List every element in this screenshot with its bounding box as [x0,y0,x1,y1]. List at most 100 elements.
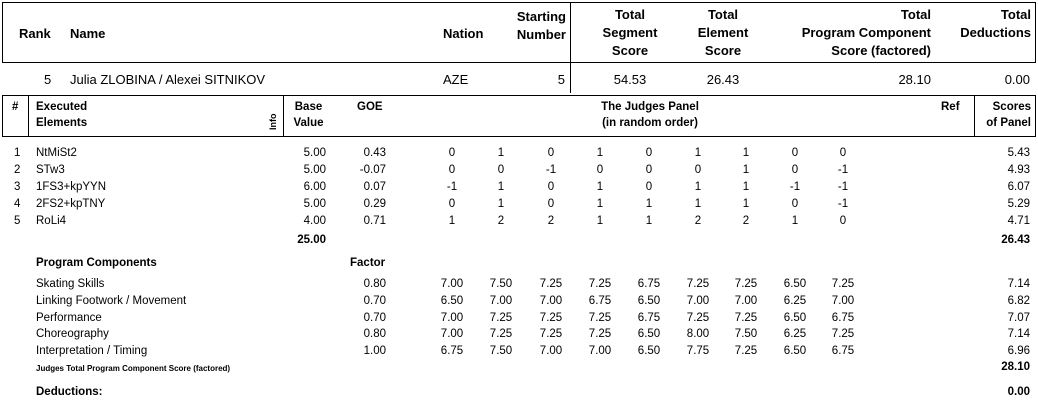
component-panel-score: 6.96 [1007,345,1030,357]
judge-component-score: 7.25 [734,345,758,357]
judge-score: 1 [694,198,702,210]
judge-score: 0 [448,164,456,176]
judge-component-score: 7.25 [734,312,758,324]
judge-component-score: 7.25 [831,278,855,290]
judge-score: 2 [742,215,750,227]
judge-score: 1 [497,181,505,193]
element-number: 4 [14,198,21,210]
starting-number-value: 5 [557,72,565,87]
rank-header: Rank [19,26,51,41]
judge-component-score: 6.50 [637,345,661,357]
judge-score: -1 [837,164,849,176]
component-factor: 0.80 [363,278,386,290]
judge-component-score: 6.50 [783,345,807,357]
base-value-total: 25.00 [297,234,326,246]
judge-score: -1 [837,198,849,210]
program-components-label: Program Components [36,257,157,269]
element-goe: -0.07 [359,164,386,176]
elements-header: Executed Elements [36,101,88,129]
judge-component-score: 6.50 [783,278,807,290]
judge-component-score: 7.25 [588,278,612,290]
deductions-label: Deductions: [36,386,103,398]
judge-score: 2 [694,215,702,227]
nation-value: AZE [443,72,469,87]
element-name: NtMiSt2 [36,147,77,159]
judges-panel-header: The Judges Panel (in random order) [601,101,699,129]
judge-component-score: 6.25 [783,328,807,340]
pcs-header: Total Program Component Score (factored) [801,7,931,58]
judge-component-score: 7.25 [489,312,513,324]
judge-score: 1 [596,215,604,227]
judge-score: 1 [645,198,653,210]
component-factor: 0.70 [363,312,386,324]
judge-score: 0 [839,147,847,159]
judge-component-score: 7.25 [686,278,710,290]
judge-component-score: 7.25 [539,328,563,340]
judge-component-score: 7.00 [440,328,464,340]
element-number: 1 [14,147,21,159]
judge-score: 2 [497,215,505,227]
judge-component-score: 6.50 [783,312,807,324]
judge-component-score: 7.25 [489,328,513,340]
ded-header: Total Deductions [960,7,1031,40]
judge-score: 2 [547,215,555,227]
tes-value: 26.43 [706,72,740,87]
ref-header: Ref [941,101,960,113]
judge-component-score: 7.25 [686,312,710,324]
element-name: RoLi4 [36,215,67,227]
judge-score: 1 [596,198,604,210]
element-name: STw3 [36,164,65,176]
judge-score: 1 [742,198,750,210]
judge-component-score: 7.00 [734,295,758,307]
factor-label: Factor [350,257,386,269]
judge-score: 1 [742,147,750,159]
info-header: Info [268,113,278,131]
judge-component-score: 8.00 [686,328,710,340]
judge-component-score: 7.25 [539,278,563,290]
judge-score: -1 [446,181,458,193]
judge-component-score: 7.50 [489,345,513,357]
judge-score: 1 [694,147,702,159]
base-value-header: Base Value [293,101,324,129]
judge-score: 1 [645,215,653,227]
tes-header: Total Element Score [697,7,749,58]
element-base-value: 6.00 [303,181,326,193]
pcs-total-label: Judges Total Program Component Score (fa… [36,364,231,373]
ded-value: 0.00 [1004,72,1030,87]
elements-score-total: 26.43 [1001,234,1030,246]
component-panel-score: 6.82 [1007,295,1030,307]
judge-component-score: 6.50 [637,328,661,340]
rank-value: 5 [44,72,52,87]
name-header: Name [70,26,106,41]
scores-header: Scores of Panel [986,101,1031,129]
num-header: # [12,101,19,113]
judge-score: 0 [694,164,702,176]
judge-score: 0 [645,181,653,193]
judge-score: 0 [547,147,555,159]
element-number: 5 [14,215,21,227]
element-panel-score: 5.29 [1007,198,1030,210]
tss-value: 54.53 [613,72,647,87]
judge-component-score: 7.00 [831,295,855,307]
judge-component-score: 7.25 [734,278,758,290]
element-goe: 0.07 [363,181,386,193]
element-base-value: 5.00 [303,198,326,210]
judge-component-score: 6.75 [588,295,612,307]
element-panel-score: 4.93 [1007,164,1030,176]
nation-header: Nation [443,26,484,41]
element-panel-score: 6.07 [1007,181,1030,193]
element-goe: 0.43 [363,147,386,159]
judge-score: 1 [694,181,702,193]
judge-score: 0 [448,147,456,159]
element-base-value: 5.00 [303,147,326,159]
component-panel-score: 7.14 [1007,328,1030,340]
judge-component-score: 6.75 [637,312,661,324]
judge-score: 0 [791,198,799,210]
deductions-value: 0.00 [1007,386,1030,398]
element-number: 3 [14,181,21,193]
component-factor: 1.00 [363,345,386,357]
judge-score: 1 [497,147,505,159]
component-name: Interpretation / Timing [36,345,148,357]
skater-name: Julia ZLOBINA / Alexei SITNIKOV [70,72,266,87]
judge-component-score: 7.00 [440,312,464,324]
